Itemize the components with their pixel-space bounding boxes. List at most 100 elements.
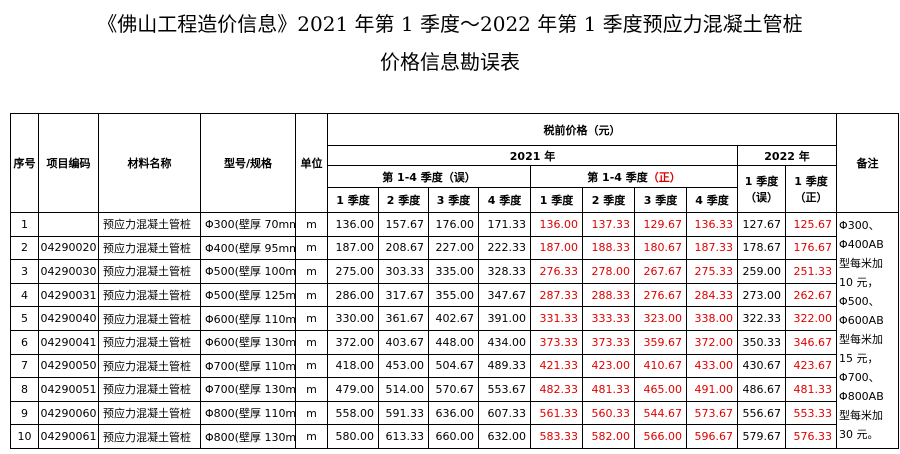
table-cell: 预应力混凝土管桩 [98,353,201,379]
table-cell: 04290050 [38,353,99,379]
table-cell: 6 [10,329,39,355]
header-cell: 备注 [836,113,900,213]
table-cell: 04290060 [38,400,99,426]
table-cell: 04290030 [38,259,99,284]
table-cell: 187.00 [530,235,583,261]
table-cell: m [295,424,328,449]
table-cell: 373.33 [582,329,635,355]
table-cell: 323.00 [634,306,687,331]
table-cell: m [295,329,328,355]
table-cell: 479.00 [327,377,379,402]
table-cell: 预应力混凝土管桩 [98,235,201,261]
subtitle: 价格信息勘误表 [380,50,520,74]
table-cell: 421.33 [530,353,583,379]
header-mark: （正） [647,170,681,184]
table-cell: 338.00 [686,306,738,331]
table-cell: 465.00 [634,377,687,402]
table-row: 1 预应力混凝土管桩 Φ300(壁厚 70mm) m 136.00 157.67 176.0… [10,212,900,449]
header-cell: 3 季度 [634,187,687,213]
table-cell: 136.33 [686,212,738,237]
header-cell: 项目编码 [38,113,99,213]
table-cell: 322.00 [784,306,838,331]
header-cell: 型号/规格 [200,113,296,213]
table-cell: 359.67 [634,329,687,355]
table-cell: 423.67 [784,353,838,379]
header-cell: 单位 [295,113,328,213]
table-cell: 636.00 [428,400,479,426]
table-cell: 322.33 [737,306,786,331]
header-cell: 税前价格（元） [326,113,838,146]
table-cell: 178.67 [737,235,786,261]
table-cell: 544.67 [634,400,687,426]
table-cell: 275.00 [327,259,379,284]
table-cell: 预应力混凝土管桩 [98,282,201,308]
table-cell: 317.67 [378,282,429,308]
header-cell: 第 1-4 季度（误） [327,165,531,188]
table-cell: 486.67 [737,377,786,402]
header-cell: 第 1-4 季度（正） [530,165,738,188]
table-cell: 660.00 [428,424,479,449]
table-cell: 04290061 [38,424,99,449]
table-cell: 预应力混凝土管桩 [98,424,201,449]
table-cell: 553.33 [784,400,838,426]
table-cell: 预应力混凝土管桩 [98,400,201,426]
table-cell: m [295,306,328,331]
table-cell: 560.33 [582,400,635,426]
table-cell: 361.67 [378,306,429,331]
header-cell: 材料名称 [98,113,201,213]
header-cell: 1 季度（误） [737,165,786,213]
table-cell: 262.67 [784,282,838,308]
table-cell: 430.67 [737,353,786,379]
header-cell: 1 季度 [327,187,379,213]
table-cell: 303.33 [378,259,429,284]
table-cell: 208.67 [378,235,429,261]
table-cell: 346.67 [784,329,838,355]
table-cell: 9 [10,400,39,426]
table-cell: 251.33 [784,259,838,284]
table-cell: 579.67 [737,424,786,449]
table-cell: 330.00 [327,306,379,331]
table-cell: 04290041 [38,329,99,355]
table-cell: 2 [10,235,39,261]
table-cell: 491.00 [686,377,738,402]
table-cell: 278.00 [582,259,635,284]
table-cell: 04290040 [38,306,99,331]
table-cell: 7 [10,353,39,379]
table-cell: 04290051 [38,377,99,402]
table-cell: 482.33 [530,377,583,402]
table-cell: 129.67 [634,212,687,237]
table-cell: 180.67 [634,235,687,261]
table-cell: 284.33 [686,282,738,308]
table-cell: 333.33 [582,306,635,331]
table-cell: 259.00 [737,259,786,284]
table-cell: 171.33 [478,212,531,237]
header-cell: 2021 年 [327,145,738,166]
table-cell: 355.00 [428,282,479,308]
header-cell: 序号 [10,113,39,213]
table-cell: 576.33 [784,424,838,449]
table-cell: 125.67 [784,212,838,237]
table-cell: 1 [10,212,39,237]
header-cell: 2 季度 [582,187,635,213]
table-cell [38,212,99,237]
table-cell: 566.00 [634,424,687,449]
table-cell: 10 [10,424,39,449]
table-cell: 157.67 [378,212,429,237]
table-cell: m [295,353,328,379]
table-cell: 176.00 [428,212,479,237]
table-cell: 273.00 [737,282,786,308]
table-cell: 3 [10,259,39,284]
table-cell: 04290031 [38,282,99,308]
table-cell: 176.67 [784,235,838,261]
table-cell: 373.33 [530,329,583,355]
header-cell: 1 季度 [530,187,583,213]
table-cell: 481.33 [582,377,635,402]
title: 《佛山工程造价信息》2021 年第 1 季度～2022 年第 1 季度预应力混凝… [97,12,803,36]
